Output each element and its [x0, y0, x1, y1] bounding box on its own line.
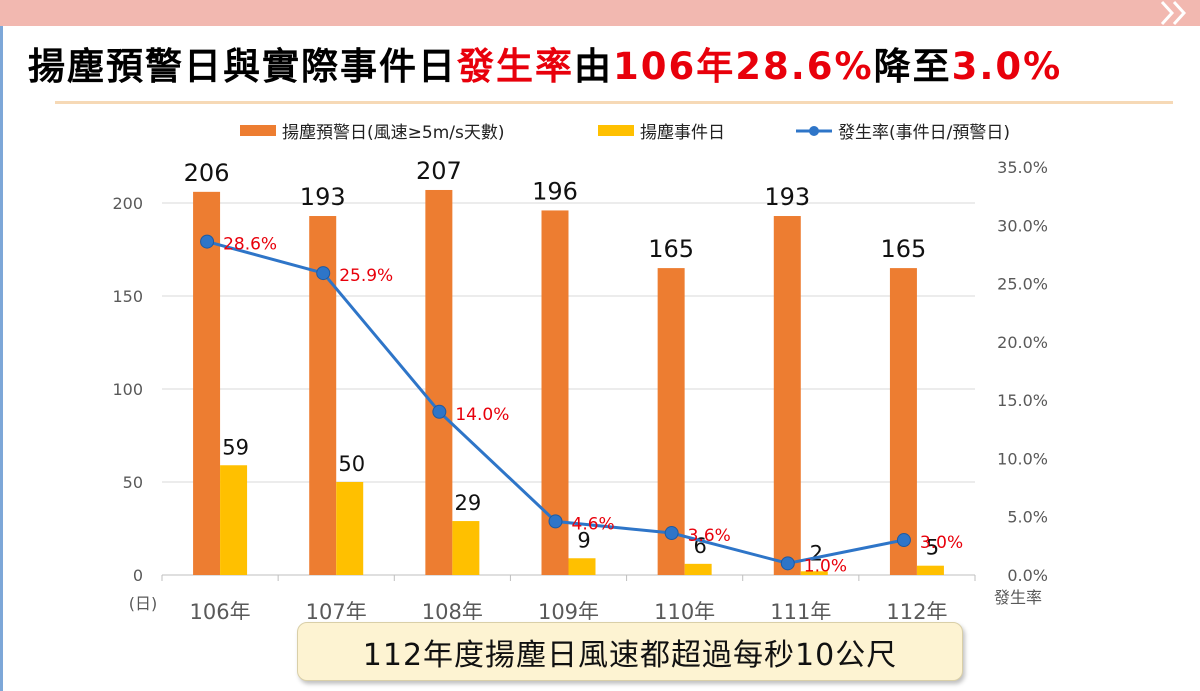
title-part-3: 106年28.6% [613, 45, 874, 88]
y-right-tick-label: 35.0% [997, 158, 1048, 177]
rate-point [780, 556, 795, 571]
data-label-warning-days: 193 [764, 183, 810, 211]
data-label-warning-days: 193 [300, 183, 346, 211]
bar-warning-days [889, 268, 917, 575]
rate-point [664, 526, 679, 541]
data-label-rate: 1.0% [804, 556, 847, 576]
legend-swatch-warning-days [240, 125, 276, 136]
rate-point [432, 404, 447, 419]
bar-warning-days [773, 216, 801, 575]
data-label-rate: 3.6% [688, 526, 731, 546]
bar-event-days [684, 563, 712, 575]
y-right-tick-label: 5.0% [1007, 508, 1048, 527]
y-right-tick-label: 20.0% [997, 333, 1048, 352]
bar-warning-days [193, 191, 221, 575]
y-right-tick-label: 10.0% [997, 449, 1048, 468]
rate-point [896, 533, 911, 548]
top-banner-band [0, 0, 1200, 26]
legend-label-warning-days: 揚塵預警日(風速≥5m/s天數) [282, 123, 505, 143]
title-part-0: 揚塵預警日與實際事件日 [28, 45, 457, 88]
caption-text: 112年度揚塵日風速都超過每秒10公尺 [362, 637, 898, 673]
y-left-tick-label: 200 [112, 194, 143, 213]
y-right-tick-label: 15.0% [997, 391, 1048, 410]
bar-event-days [800, 571, 828, 575]
data-label-warning-days: 196 [532, 177, 578, 205]
y-right-tick-label: 0.0% [1007, 566, 1048, 585]
y-right-axis-label: 發生率 [994, 588, 1042, 607]
legend-label-rate: 發生率(事件日/預警日) [838, 123, 1010, 143]
bar-event-days [336, 482, 364, 575]
x-tick-label: 109年 [538, 600, 599, 620]
data-label-warning-days: 165 [881, 235, 927, 263]
caption-box: 112年度揚塵日風速都超過每秒10公尺 [297, 622, 963, 681]
data-label-event-days: 50 [338, 452, 365, 476]
y-right-tick-label: 25.0% [997, 275, 1048, 294]
combo-chart: 0 50 100 150 200 (日) 0.0% 5.0% 10.0% 15.0% 20.0% 25… [112, 157, 1048, 620]
data-label-warning-days: 206 [184, 159, 230, 187]
bar-event-days [452, 521, 480, 575]
title-part-5: 3.0% [951, 45, 1063, 88]
rate-point [548, 514, 563, 529]
data-label-rate: 25.9% [339, 266, 393, 286]
title-part-1: 發生率 [457, 45, 574, 88]
bar-warning-days [425, 189, 453, 576]
left-accent-edge [0, 26, 3, 691]
rate-point [200, 234, 215, 249]
x-tick-label: 108年 [422, 600, 483, 620]
x-tick-label: 112年 [886, 600, 947, 620]
data-label-event-days: 59 [222, 435, 249, 459]
bar-event-days [916, 565, 944, 575]
y-left-unit-label: (日) [129, 594, 158, 613]
data-label-rate: 4.6% [572, 514, 615, 534]
legend-swatch-event-days [598, 125, 634, 136]
title-part-4: 降至 [873, 45, 952, 88]
rate-point [316, 266, 331, 281]
data-label-rate: 14.0% [455, 405, 509, 425]
title-divider [55, 101, 1173, 104]
data-label-event-days: 29 [454, 491, 481, 515]
data-label-event-days: 5 [926, 536, 939, 560]
legend-item-rate: 發生率(事件日/預警日) [796, 118, 1010, 143]
data-label-event-days: 9 [577, 528, 590, 552]
bar-warning-days [657, 268, 685, 575]
title-part-2: 由 [574, 45, 613, 88]
bar-event-days [220, 465, 248, 575]
y-left-tick-label: 0 [133, 566, 143, 585]
chart-legend: 揚塵預警日(風速≥5m/s天數) 揚塵事件日 發生率(事件日/預警日) [240, 118, 1060, 143]
legend-item-event-days: 揚塵事件日 [598, 118, 725, 143]
y-left-tick-label: 50 [123, 473, 143, 492]
y-left-tick-label: 150 [112, 287, 143, 306]
x-tick-label: 106年 [190, 600, 251, 620]
double-chevron-icon [1160, 0, 1187, 26]
legend-item-warning-days: 揚塵預警日(風速≥5m/s天數) [240, 118, 504, 143]
data-label-warning-days: 207 [416, 157, 462, 185]
data-label-warning-days: 165 [648, 235, 694, 263]
data-label-rate: 3.0% [920, 533, 963, 553]
data-label-rate: 28.6% [223, 235, 277, 255]
bar-event-days [568, 558, 596, 575]
legend-label-event-days: 揚塵事件日 [640, 123, 725, 143]
y-left-tick-label: 100 [112, 380, 143, 399]
x-tick-label: 107年 [306, 600, 367, 620]
legend-line-marker-icon [796, 125, 832, 136]
page-title: 揚塵預警日與實際事件日發生率由106年28.6%降至3.0% [28, 36, 1062, 90]
x-tick-label: 111年 [770, 600, 831, 620]
y-right-tick-label: 30.0% [997, 216, 1048, 235]
x-tick-label: 110年 [654, 600, 715, 620]
